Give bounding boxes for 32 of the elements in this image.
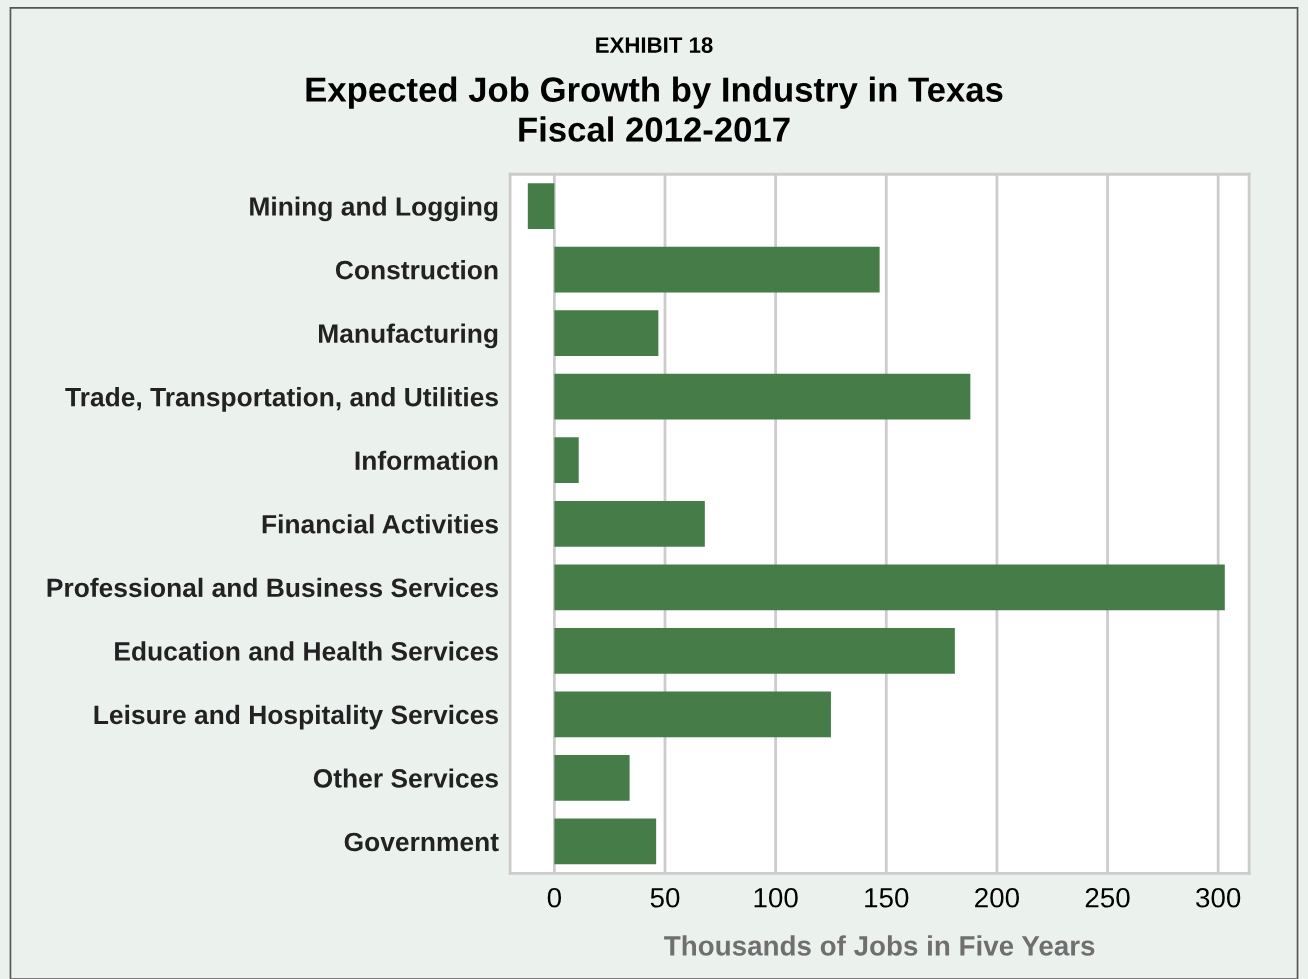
bar bbox=[554, 373, 971, 420]
bar bbox=[554, 627, 955, 674]
bar bbox=[554, 310, 659, 356]
y-tick-label: Professional and Business Services bbox=[47, 577, 498, 598]
bar bbox=[527, 183, 555, 229]
chart-subtitle: EXHIBIT 18 bbox=[596, 37, 713, 53]
x-tick-label: 250 bbox=[1085, 887, 1130, 908]
bar bbox=[554, 246, 880, 293]
x-tick-label: 50 bbox=[650, 887, 680, 908]
bar bbox=[554, 564, 1225, 611]
y-tick-label: Trade, Transportation, and Utilities bbox=[65, 387, 498, 412]
x-axis-title: Thousands of Jobs in Five Years bbox=[664, 935, 1095, 956]
y-tick-label: Construction bbox=[335, 260, 498, 280]
x-tick-label: 100 bbox=[754, 887, 798, 908]
bar bbox=[554, 691, 831, 738]
x-tick-label: 0 bbox=[547, 887, 562, 908]
x-tick-label: 200 bbox=[975, 887, 1019, 908]
y-tick-label: Information bbox=[355, 450, 498, 471]
chart-title: Expected Job Growth by Industry in Texas Fiscal 2012-2017 bbox=[306, 76, 1003, 142]
y-tick-label: Manufacturing bbox=[319, 323, 498, 349]
y-tick-label: Mining and Logging bbox=[250, 196, 498, 222]
y-tick-label: Financial Activities bbox=[262, 514, 498, 534]
y-tick-label: Leisure and Hospitality Services bbox=[94, 704, 498, 730]
y-tick-label: Government bbox=[344, 832, 499, 852]
y-tick-label: Education and Health Services bbox=[115, 641, 498, 661]
x-tick-label: 300 bbox=[1196, 887, 1241, 908]
bar bbox=[554, 818, 657, 865]
bar bbox=[554, 437, 579, 484]
bar bbox=[554, 500, 705, 547]
bar bbox=[554, 755, 630, 801]
y-tick-label: Other Services bbox=[313, 768, 498, 788]
x-tick-label: 150 bbox=[865, 887, 909, 908]
